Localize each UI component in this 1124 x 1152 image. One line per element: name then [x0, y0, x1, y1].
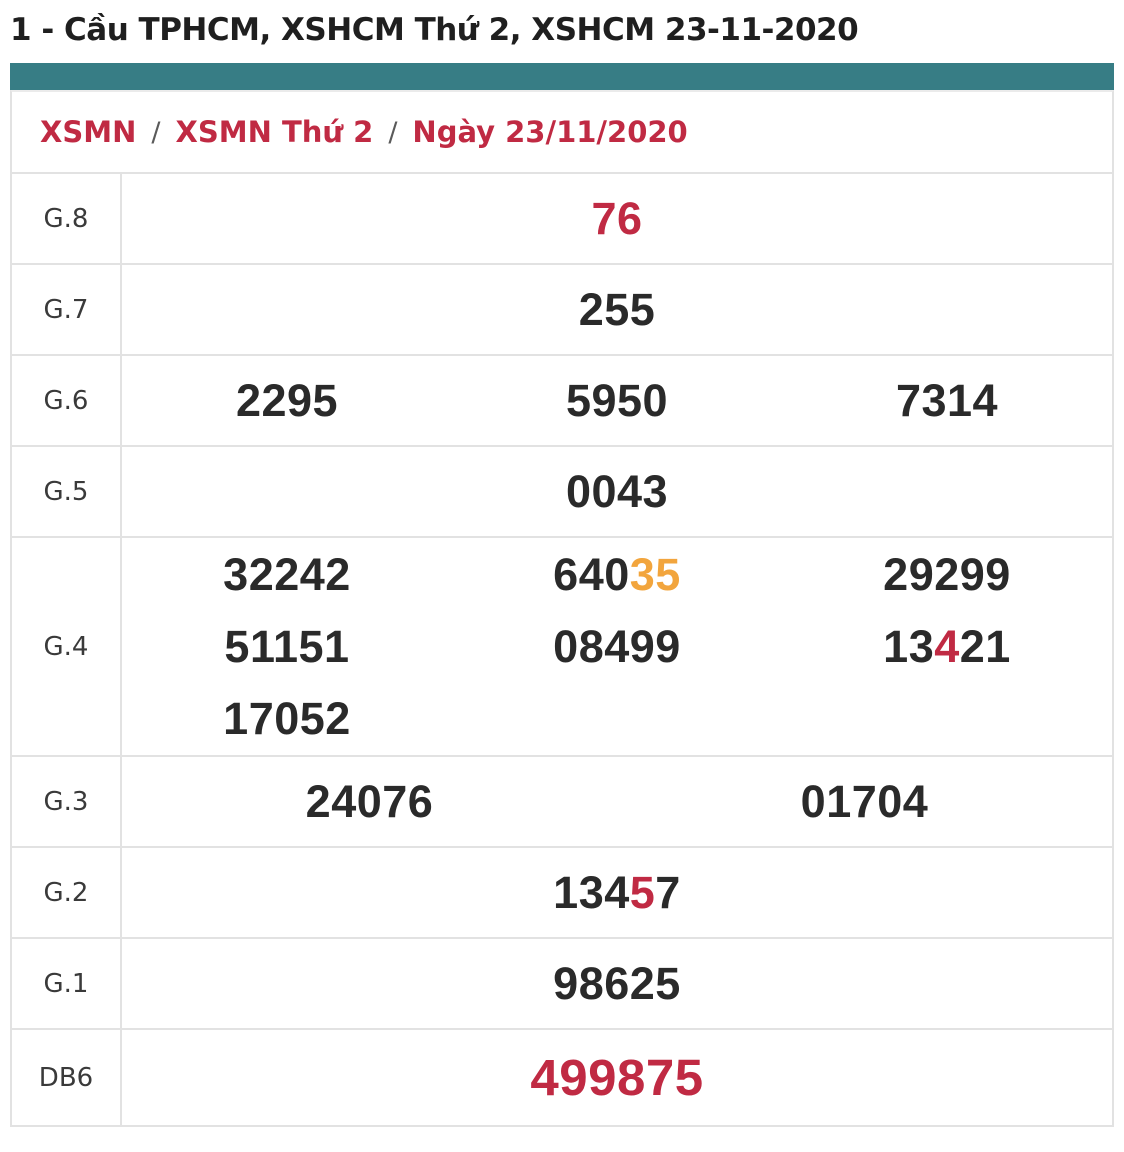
prize-label-g2: G.2 [12, 848, 122, 937]
digits: 29299 [883, 548, 1011, 600]
prize-number: 24076 [122, 779, 617, 824]
prize-number: 255 [122, 287, 1112, 332]
prize-label-db6: DB6 [12, 1030, 122, 1125]
prize-label-g1: G.1 [12, 939, 122, 1028]
digits: 51151 [224, 620, 350, 672]
digits: 2295 [235, 375, 339, 426]
prize-number: 13457 [122, 870, 1112, 915]
prize-values-g8: 76 [122, 174, 1112, 263]
prize-values-g6: 2295 5950 7314 [122, 356, 1112, 445]
prize-label-g5: G.5 [12, 447, 122, 536]
highlighted-digits: 35 [629, 548, 681, 600]
highlighted-digits: 4 [934, 620, 960, 672]
prize-row-g1: G.1 98625 [12, 937, 1112, 1028]
prize-label-g3: G.3 [12, 757, 122, 846]
prize-label-g6: G.6 [12, 356, 122, 445]
page-title: 1 - Cầu TPHCM, XSHCM Thứ 2, XSHCM 23-11-… [10, 12, 859, 48]
prize-label-g8: G.8 [12, 174, 122, 263]
prize-number: 08499 [452, 624, 782, 669]
prize-line: 24076 01704 [122, 757, 1112, 846]
breadcrumb: XSMN / XSMN Thứ 2 / Ngày 23/11/2020 [12, 92, 1112, 172]
prize-values-g4: 32242 64035 29299 51151 08499 13421 17052 [122, 538, 1112, 755]
breadcrumb-link[interactable]: XSMN [40, 115, 137, 149]
prize-row-g7: G.7 255 [12, 263, 1112, 354]
prize-row-g3: G.3 24076 01704 [12, 755, 1112, 846]
digits: 134 [553, 867, 630, 918]
accent-bar [10, 63, 1114, 90]
prize-number: 51151 [122, 624, 452, 669]
prize-values-g7: 255 [122, 265, 1112, 354]
digits: 32242 [223, 548, 351, 600]
prize-line: 0043 [122, 447, 1112, 536]
prize-line: 13457 [122, 848, 1112, 937]
prize-line: 17052 [122, 683, 1112, 755]
bottom-gap [0, 1127, 1124, 1134]
prize-line: 51151 08499 13421 [122, 610, 1112, 682]
prize-row-g8: G.8 76 [12, 172, 1112, 263]
digits: 08499 [553, 620, 681, 672]
digits: 0043 [565, 466, 669, 517]
prize-row-g2: G.2 13457 [12, 846, 1112, 937]
breadcrumb-link[interactable]: XSMN Thứ 2 [175, 115, 374, 149]
prize-row-g6: G.6 2295 5950 7314 [12, 354, 1112, 445]
digits: 5950 [565, 375, 669, 426]
highlighted-digits: 76 [591, 193, 643, 244]
digits: 17052 [223, 693, 351, 745]
prize-values-g1: 98625 [122, 939, 1112, 1028]
prize-number: 17052 [122, 696, 452, 741]
breadcrumb-link[interactable]: Ngày 23/11/2020 [412, 115, 688, 149]
digits: 98625 [553, 958, 681, 1009]
digits: 13 [883, 620, 935, 672]
prize-line: 76 [122, 174, 1112, 263]
prize-row-g5: G.5 0043 [12, 445, 1112, 536]
highlighted-digits: 499875 [530, 1049, 704, 1106]
digits: 21 [959, 620, 1011, 672]
prize-line: 255 [122, 265, 1112, 354]
lottery-results-table: XSMN / XSMN Thứ 2 / Ngày 23/11/2020 G.8 76 G.7… [10, 90, 1114, 1127]
prize-label-g7: G.7 [12, 265, 122, 354]
digits: 255 [578, 284, 656, 335]
prize-values-db6: 499875 [122, 1030, 1112, 1125]
prize-number: 32242 [122, 552, 452, 597]
prize-number: 0043 [122, 469, 1112, 514]
digits: 24076 [305, 776, 434, 827]
prize-values-g2: 13457 [122, 848, 1112, 937]
digits: 01704 [800, 776, 929, 827]
prize-number: 01704 [617, 779, 1112, 824]
prize-line: 98625 [122, 939, 1112, 1028]
prize-line: 2295 5950 7314 [122, 356, 1112, 445]
prize-number: 64035 [452, 552, 782, 597]
prize-number: 13421 [782, 624, 1112, 669]
prize-number: 29299 [782, 552, 1112, 597]
digits: 7314 [895, 375, 999, 426]
digits: 640 [553, 548, 630, 600]
highlighted-digits: 5 [629, 867, 656, 918]
prize-number: 98625 [122, 961, 1112, 1006]
prize-line: 499875 [122, 1030, 1112, 1125]
prize-line: 32242 64035 29299 [122, 538, 1112, 610]
breadcrumb-separator: / [151, 116, 161, 148]
prize-number: 7314 [782, 378, 1112, 423]
prize-values-g3: 24076 01704 [122, 757, 1112, 846]
prize-number: 499875 [122, 1052, 1112, 1103]
prize-row-g4: G.4 32242 64035 29299 51151 08499 13421 17052 [12, 536, 1112, 755]
results-table-body: G.8 76 G.7 255 G.6 2295 5950 7314 G.5 0043 G.4 3224… [12, 172, 1112, 1125]
breadcrumb-separator: / [388, 116, 398, 148]
prize-number: 2295 [122, 378, 452, 423]
prize-row-db6: DB6 499875 [12, 1028, 1112, 1125]
prize-number: 76 [122, 196, 1112, 241]
digits: 7 [655, 867, 681, 918]
prize-label-g4: G.4 [12, 538, 122, 755]
prize-number: 5950 [452, 378, 782, 423]
prize-values-g5: 0043 [122, 447, 1112, 536]
